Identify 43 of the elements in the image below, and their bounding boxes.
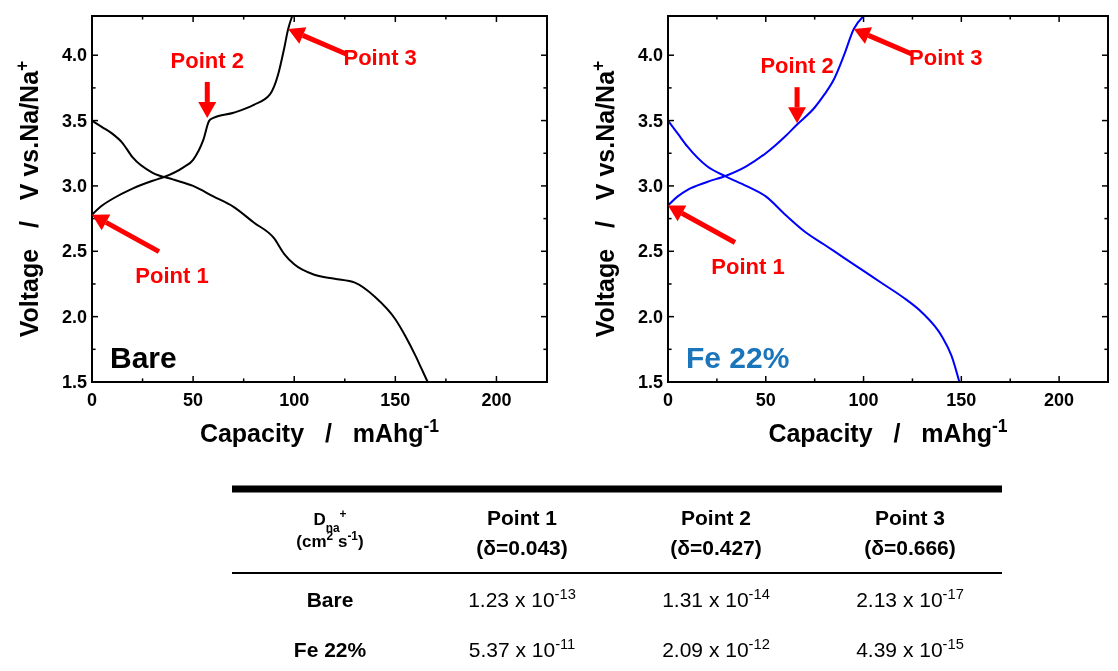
x-tick-label: 200 — [481, 390, 512, 410]
text: Point 2 (δ=0.427) — [670, 506, 762, 559]
x-tick-label: 0 — [86, 390, 98, 410]
text: Fe 22% — [293, 638, 367, 661]
annotation: Point 2 — [760, 53, 834, 79]
y-tick-label: 4.0 — [637, 45, 663, 66]
x-tick-label: 100 — [848, 390, 879, 410]
annotation: Point 3 — [909, 45, 983, 71]
annotation: Bare — [110, 341, 177, 374]
y-tick-label: 4.0 — [61, 45, 87, 66]
x-tick-label: 150 — [380, 390, 411, 410]
annotation: Point 3 — [343, 45, 417, 71]
annotation: Fe 22% — [686, 341, 790, 374]
text: Bare — [306, 588, 354, 611]
x-tick-label: 50 — [183, 390, 204, 410]
text: Point 1 (δ=0.043) — [476, 506, 568, 559]
x-tick-label: 50 — [755, 390, 776, 410]
y-tick-label: 1.5 — [61, 372, 87, 392]
y-tick-label: 2.5 — [637, 241, 663, 262]
x-axis-title: Capacity / mAhg$^{-1}$ — [768, 416, 1008, 447]
y-tick-label: 3.5 — [61, 110, 87, 131]
y-tick-label: 2.5 — [61, 241, 87, 262]
y-tick-label: 1.5 — [637, 372, 663, 392]
text: 4.39 x 10$^{-15}$ — [856, 636, 964, 661]
text: Point 3 (δ=0.666) — [864, 506, 956, 559]
y-tick-label: 2.0 — [61, 306, 87, 327]
x-tick-label: 150 — [946, 390, 977, 410]
annotation: Point 1 — [711, 253, 785, 279]
annotation: Point 2 — [170, 47, 244, 73]
y-tick-label: 3.5 — [637, 110, 663, 131]
text: 2.13 x 10$^{-17}$ — [856, 586, 964, 611]
text: 1.31 x 10$^{-14}$ — [662, 586, 770, 611]
x-axis-title: Capacity / mAhg$^{-1}$ — [199, 416, 440, 447]
y-tick-label: 3.0 — [637, 175, 663, 196]
x-tick-label: 0 — [662, 390, 674, 410]
text: 5.37 x 10$^{-11}$ — [468, 636, 576, 661]
y-tick-label: 2.0 — [637, 306, 663, 327]
text: 2.09 x 10$^{-12}$ — [662, 636, 770, 661]
y-tick-label: 3.0 — [61, 175, 87, 196]
x-tick-label: 200 — [1044, 390, 1075, 410]
x-tick-label: 100 — [279, 390, 310, 410]
text: 1.23 x 10$^{-13}$ — [468, 586, 576, 611]
annotation: Point 1 — [135, 262, 209, 288]
